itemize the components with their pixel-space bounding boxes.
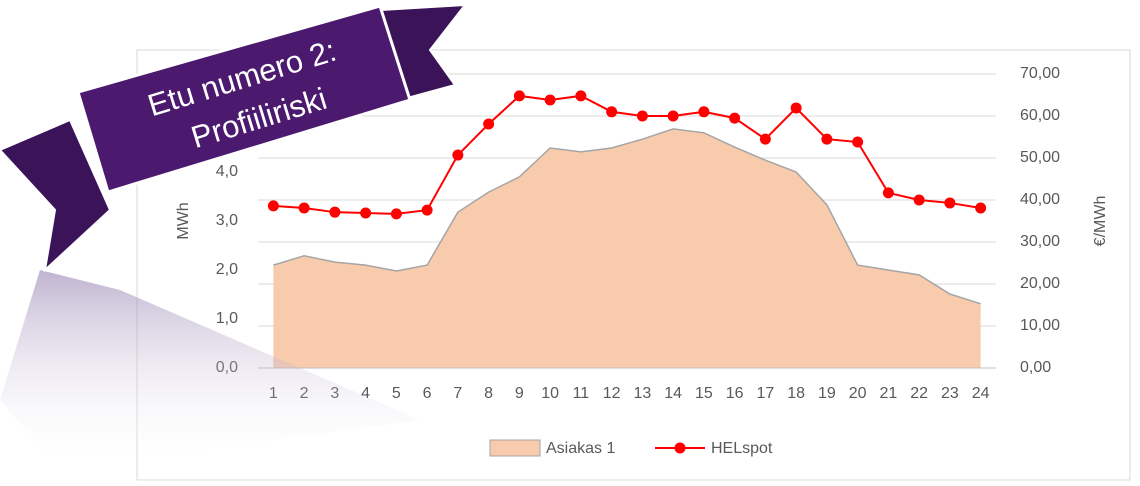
x-tick-label: 20 [849, 385, 867, 402]
x-tick-label: 6 [423, 385, 432, 402]
legend-swatch [674, 442, 686, 454]
marker [790, 102, 802, 114]
marker [882, 187, 894, 199]
marker [944, 197, 956, 209]
y-tick-label: 3,0 [216, 212, 238, 229]
x-tick-label: 18 [787, 385, 805, 402]
y-axis-label: MWh [175, 202, 192, 239]
marker [360, 207, 372, 219]
marker [544, 94, 556, 106]
marker [606, 106, 618, 118]
marker [513, 90, 525, 102]
y-tick-label: 4,0 [216, 163, 238, 180]
x-tick-label: 9 [515, 385, 524, 402]
marker [329, 206, 341, 218]
marker [421, 204, 433, 216]
area [273, 128, 981, 368]
x-tick-label: 23 [941, 385, 959, 402]
y2-tick-label: 50,00 [1020, 149, 1060, 166]
x-tick-label: 12 [603, 385, 621, 402]
marker [575, 90, 587, 102]
y2-tick-label: 0,00 [1020, 359, 1051, 376]
banner-face [76, 4, 412, 194]
marker [913, 194, 925, 206]
x-tick-label: 4 [361, 385, 370, 402]
legend-swatch [489, 439, 541, 457]
x-tick-label: 22 [910, 385, 928, 402]
banner-tail-left [0, 118, 112, 273]
y-tick-label: 1,0 [216, 310, 238, 327]
banner: Etu numero 2: Profiiliriski [0, 3, 468, 470]
x-tick-label: 7 [453, 385, 462, 402]
x-tick-label: 8 [484, 385, 493, 402]
y2-tick-label: 60,00 [1020, 107, 1060, 124]
marker [729, 112, 741, 124]
marker [483, 118, 495, 130]
area-outline [273, 128, 981, 305]
x-tick-label: 15 [695, 385, 713, 402]
marker [636, 110, 648, 122]
marker [267, 200, 279, 212]
x-tick-label: 16 [726, 385, 744, 402]
x-tick-label: 14 [664, 385, 682, 402]
marker [975, 202, 987, 214]
y2-axis-label: €/MWh [1092, 196, 1109, 247]
y-tick-label: 2,0 [216, 261, 238, 278]
x-tick-label: 21 [879, 385, 897, 402]
marker [298, 202, 310, 214]
marker [852, 136, 864, 148]
x-tick-label: 17 [756, 385, 774, 402]
x-tick-label: 13 [633, 385, 651, 402]
x-tick-label: 19 [818, 385, 836, 402]
y2-tick-label: 40,00 [1020, 191, 1060, 208]
legend-label: HELspot [711, 440, 773, 457]
marker [759, 133, 771, 145]
y2-tick-label: 30,00 [1020, 233, 1060, 250]
marker [667, 110, 679, 122]
x-tick-label: 11 [573, 385, 590, 402]
legend-label: Asiakas 1 [546, 440, 615, 457]
x-tick-label: 24 [972, 385, 990, 402]
x-tick-label: 5 [392, 385, 401, 402]
y2-tick-label: 70,00 [1020, 65, 1060, 82]
y2-tick-label: 20,00 [1020, 275, 1060, 292]
banner-reflection [0, 270, 420, 470]
marker [821, 133, 833, 145]
marker [698, 106, 710, 118]
marker [452, 149, 464, 161]
y2-tick-label: 10,00 [1020, 317, 1060, 334]
x-tick-label: 10 [541, 385, 559, 402]
marker [390, 208, 402, 220]
